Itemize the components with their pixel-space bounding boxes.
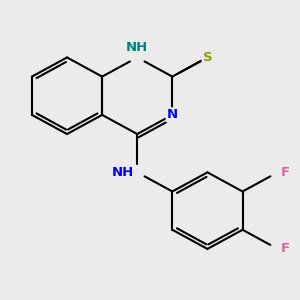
Text: S: S bbox=[202, 51, 212, 64]
Text: NH: NH bbox=[112, 166, 134, 179]
Text: F: F bbox=[281, 166, 290, 179]
Text: F: F bbox=[281, 242, 290, 255]
Text: N: N bbox=[167, 108, 178, 122]
Text: NH: NH bbox=[126, 41, 148, 54]
